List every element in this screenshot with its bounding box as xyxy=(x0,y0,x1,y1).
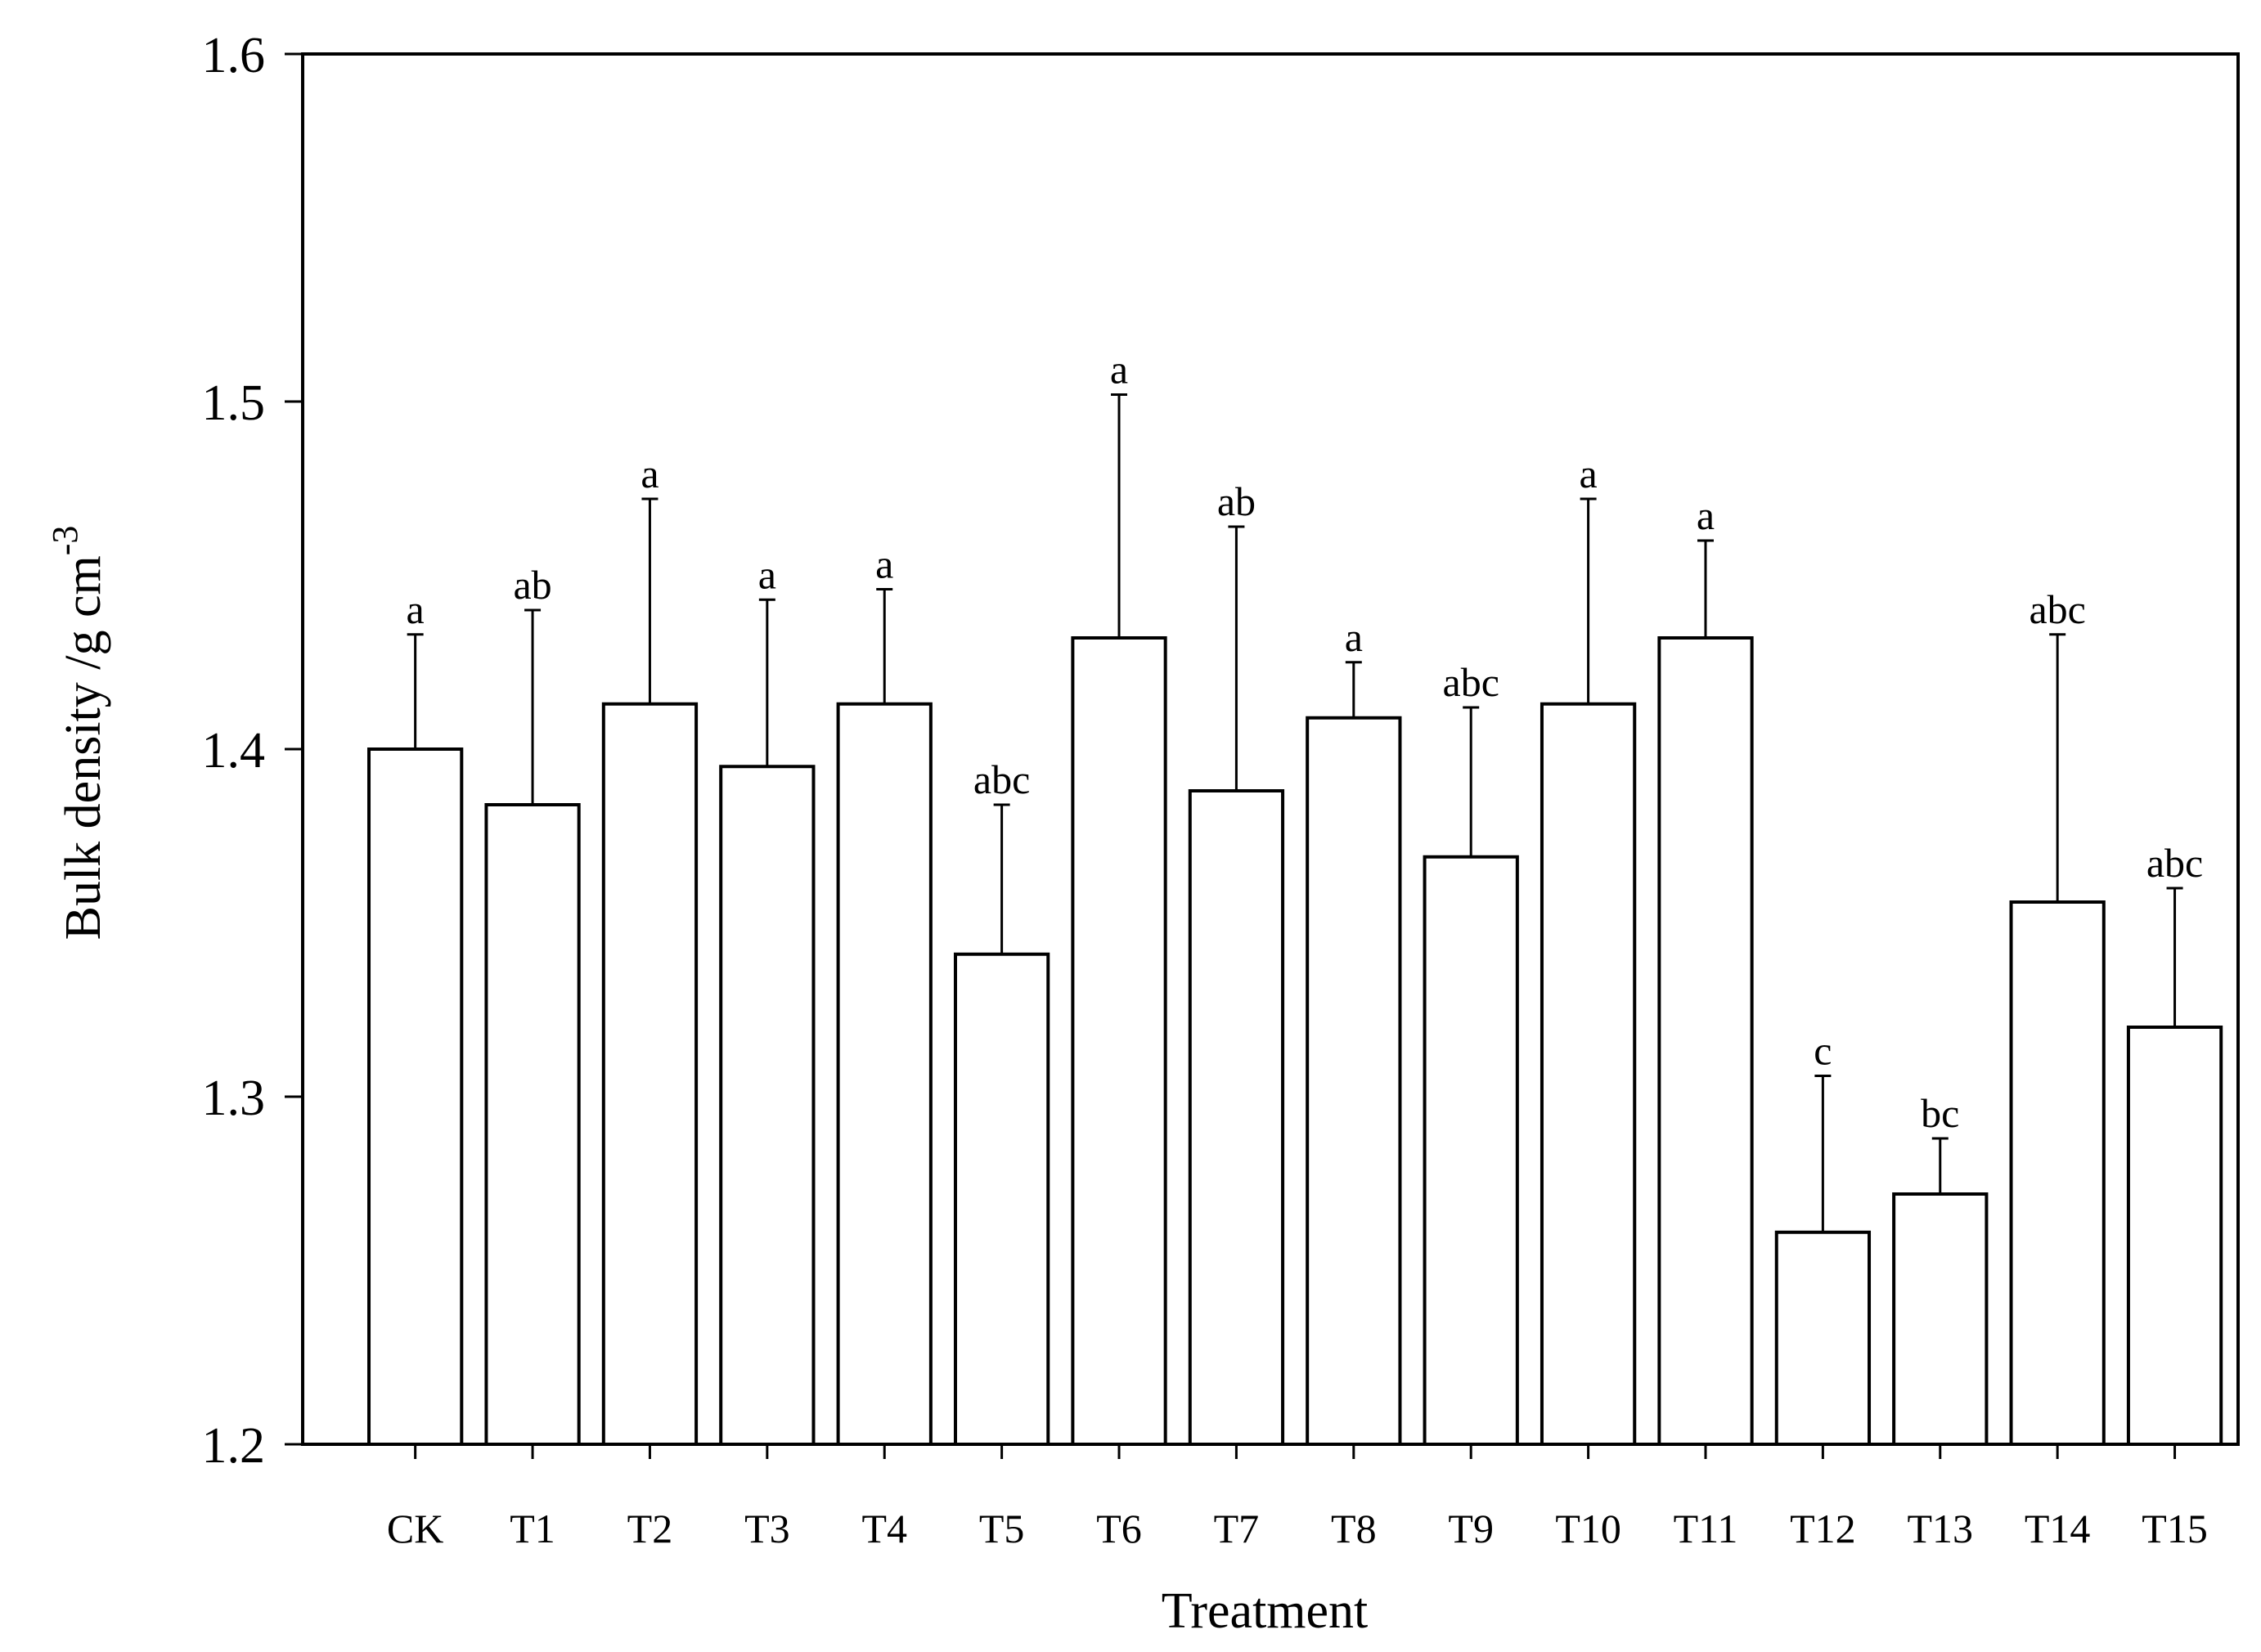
bar-t12 xyxy=(1774,1230,1872,1446)
bar-t14 xyxy=(2009,900,2106,1446)
bar-ck xyxy=(367,747,464,1446)
x-tick-label-t8: T8 xyxy=(1331,1506,1377,1551)
bar-t6 xyxy=(1071,636,1167,1446)
significance-letter-t1: ab xyxy=(513,562,551,608)
x-tick-label-t2: T2 xyxy=(627,1506,673,1551)
significance-letter-t5: abc xyxy=(973,756,1030,802)
x-tick-label-t14: T14 xyxy=(2025,1506,2091,1551)
y-tick-label-1-5: 1.5 xyxy=(202,375,266,431)
y-tick-label-1-2: 1.2 xyxy=(202,1418,266,1474)
significance-letter-t3: a xyxy=(758,551,776,597)
x-tick-label-t4: T4 xyxy=(861,1506,907,1551)
bars-layer xyxy=(367,636,2223,1446)
significance-letter-t4: a xyxy=(875,541,893,587)
y-axis-title-main: Bulk density /g cm xyxy=(56,555,111,940)
y-tick-label-1-6: 1.6 xyxy=(202,28,266,83)
bar-t4 xyxy=(836,702,933,1446)
significance-letter-t11: a xyxy=(1697,492,1715,538)
x-tick-label-t12: T12 xyxy=(1790,1506,1856,1551)
bar-t5 xyxy=(953,952,1050,1446)
x-tick-label-t7: T7 xyxy=(1214,1506,1260,1551)
x-tick-label-t15: T15 xyxy=(2142,1506,2208,1551)
y-tick-label-1-3: 1.3 xyxy=(202,1071,266,1126)
significance-letter-t14: abc xyxy=(2029,586,2085,632)
bar-t3 xyxy=(719,765,816,1446)
significance-letter-t7: ab xyxy=(1217,478,1256,524)
bar-t11 xyxy=(1657,636,1754,1446)
significance-letter-t12: c xyxy=(1814,1028,1832,1074)
x-tick-label-t13: T13 xyxy=(1908,1506,1974,1551)
significance-letters-layer: a ab a a a abc a ab a abc a a c bc abc abc xyxy=(407,347,2204,1137)
significance-letter-t2: a xyxy=(641,451,659,496)
y-tick-label-1-4: 1.4 xyxy=(202,723,266,779)
error-bars-layer xyxy=(407,393,2183,1232)
bar-t9 xyxy=(1423,855,1519,1446)
x-tick-label-t6: T6 xyxy=(1096,1506,1142,1551)
y-axis-title: Bulk density /g cm-3 xyxy=(45,526,111,940)
x-tick-label-t9: T9 xyxy=(1448,1506,1494,1551)
significance-letter-t13: bc xyxy=(1921,1090,1959,1136)
y-axis-ticks: 1.2 1.3 1.4 1.5 1.6 xyxy=(202,28,303,1474)
x-tick-label-t1: T1 xyxy=(510,1506,555,1551)
bar-t8 xyxy=(1306,716,1402,1446)
x-tick-label-t10: T10 xyxy=(1555,1506,1621,1551)
x-tick-label-t3: T3 xyxy=(744,1506,790,1551)
bar-t15 xyxy=(2126,1026,2223,1446)
x-tick-label-ck: CK xyxy=(387,1506,443,1551)
x-tick-label-t11: T11 xyxy=(1674,1506,1738,1551)
significance-letter-t15: abc xyxy=(2146,840,2203,886)
significance-letter-t9: abc xyxy=(1443,659,1499,705)
significance-letter-t6: a xyxy=(1110,347,1128,393)
bar-t10 xyxy=(1540,702,1637,1446)
significance-letter-t10: a xyxy=(1579,451,1597,496)
x-tick-label-t5: T5 xyxy=(979,1506,1025,1551)
significance-letter-ck: a xyxy=(407,586,425,632)
x-axis-ticks: CK T1 T2 T3 T4 T5 T6 T7 T8 T9 T10 T11 T12 T13 T14 T15 xyxy=(387,1444,2208,1551)
bar-t13 xyxy=(1892,1192,1989,1446)
bar-t7 xyxy=(1188,789,1285,1446)
significance-letter-t8: a xyxy=(1345,614,1363,660)
x-axis-title: Treatment xyxy=(1162,1583,1369,1639)
bar-t2 xyxy=(601,702,699,1446)
bar-t1 xyxy=(484,803,581,1446)
y-axis-title-superscript: -3 xyxy=(45,526,85,556)
